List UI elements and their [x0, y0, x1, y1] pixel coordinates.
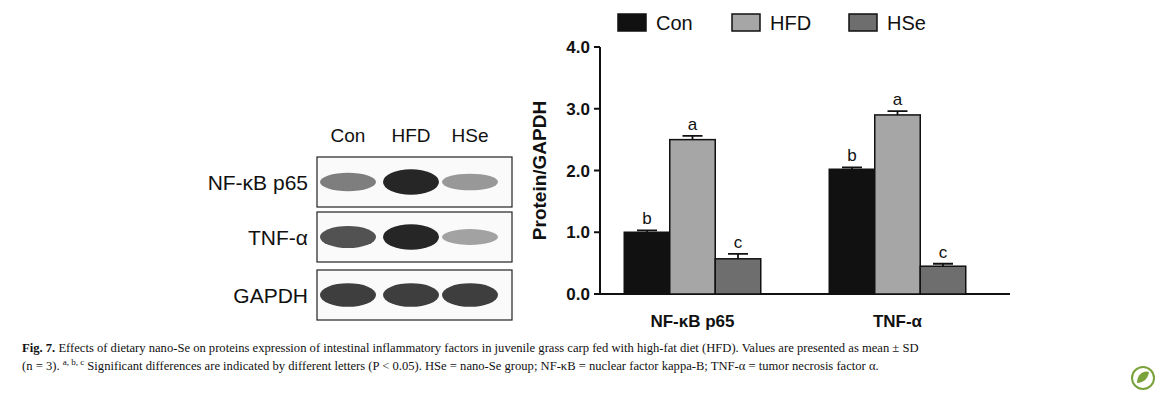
y-tick	[594, 293, 600, 295]
error-bar	[933, 264, 953, 266]
bar	[829, 169, 875, 294]
caption-segment: Fig. 7.	[22, 341, 55, 355]
y-tick	[594, 231, 600, 233]
significance-letter: a	[893, 90, 903, 109]
band	[442, 174, 498, 191]
row-label: TNF-α	[248, 226, 308, 249]
band	[320, 283, 376, 307]
caption-line: Fig. 7. Effects of dietary nano-Se on pr…	[22, 341, 919, 355]
annotations: b a c b a c	[642, 90, 947, 262]
category-label: NF-κB p65	[650, 312, 734, 331]
y-tick-label: 4.0	[566, 38, 590, 57]
icon-leaf	[1137, 371, 1149, 383]
significance-letter: c	[734, 233, 743, 252]
error-bar	[728, 254, 748, 259]
figure: Con HFD HSe NF-κB p65 TNF-α GAPDH 0.0 1.0 2.0 3.0…	[0, 0, 1166, 399]
y-tick	[594, 46, 600, 48]
legend-swatch	[732, 14, 760, 31]
error-bar	[888, 111, 908, 115]
error-bar	[637, 230, 657, 232]
band	[442, 229, 498, 245]
category-label: TNF-α	[873, 312, 923, 331]
bar	[715, 259, 761, 294]
legend-label: Con	[656, 12, 693, 34]
legend-swatch	[849, 14, 877, 31]
icon-ring	[1132, 367, 1154, 389]
y-tick-label: 2.0	[566, 162, 590, 181]
band	[320, 173, 376, 192]
significance-letter: b	[642, 209, 651, 228]
bar	[624, 232, 670, 294]
caption-segment: a, b, c	[63, 357, 85, 367]
caption-segment: (n = 3).	[22, 359, 63, 373]
bar	[920, 266, 966, 294]
bars	[624, 111, 966, 294]
legend-label: HSe	[887, 12, 926, 34]
y-tick	[594, 108, 600, 110]
legend-swatch	[618, 14, 646, 31]
band	[383, 283, 439, 307]
caption-segment: Effects of dietary nano-Se on proteins e…	[55, 341, 918, 355]
icon	[1132, 367, 1154, 389]
significance-letter: b	[847, 146, 856, 165]
band	[383, 224, 439, 250]
bar	[670, 140, 716, 294]
blot-box	[317, 270, 512, 320]
caption-segment: Significant differences are indicated by…	[84, 359, 879, 373]
caption-line: (n = 3). a, b, c Significant differences…	[22, 357, 879, 373]
y-tick	[594, 170, 600, 172]
bar	[875, 115, 921, 294]
y-tick-label: 1.0	[566, 223, 590, 242]
band	[442, 283, 498, 307]
error-bar	[683, 136, 703, 140]
lane-label: Con	[331, 125, 366, 146]
row-label: GAPDH	[233, 284, 308, 307]
significance-letter: c	[939, 243, 948, 262]
band	[320, 226, 376, 248]
lane-label: HSe	[452, 125, 489, 146]
blot-box	[317, 157, 512, 207]
significance-letter: a	[688, 115, 698, 134]
y-tick-label: 3.0	[566, 100, 590, 119]
band	[383, 169, 439, 195]
error-bar	[842, 167, 862, 169]
y-axis-label: Protein/GAPDH	[529, 101, 550, 240]
y-tick-label: 0.0	[566, 285, 590, 304]
row-label: NF-κB p65	[208, 171, 308, 194]
lane-label: HFD	[391, 125, 430, 146]
blot-box	[317, 212, 512, 262]
legend-label: HFD	[770, 12, 811, 34]
